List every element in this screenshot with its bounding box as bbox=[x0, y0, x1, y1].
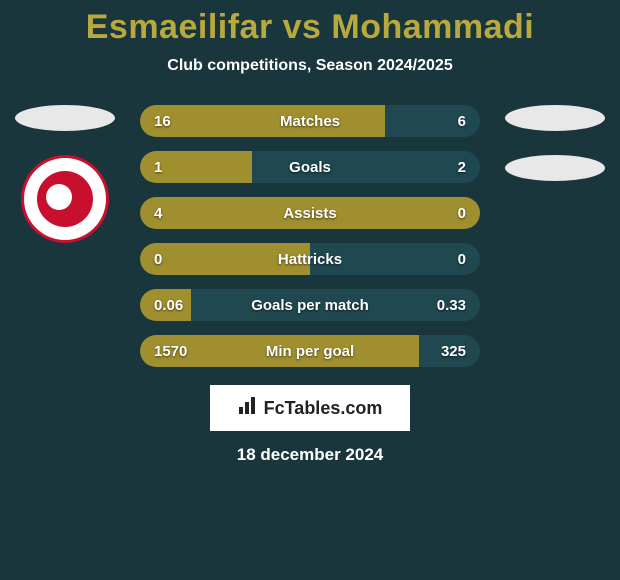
stat-bar-left bbox=[140, 243, 310, 275]
stat-bar-left bbox=[140, 197, 480, 229]
comparison-content: 166Matches12Goals40Assists00Hattricks0.0… bbox=[0, 105, 620, 367]
stat-bars: 166Matches12Goals40Assists00Hattricks0.0… bbox=[140, 105, 480, 367]
stat-bar-left bbox=[140, 105, 385, 137]
stat-value-left: 0 bbox=[154, 243, 162, 275]
right-player-badges bbox=[500, 105, 610, 205]
stat-bar-right bbox=[310, 243, 480, 275]
stat-value-right: 325 bbox=[441, 335, 466, 367]
stat-value-right: 0.33 bbox=[437, 289, 466, 321]
comparison-subtitle: Club competitions, Season 2024/2025 bbox=[0, 57, 620, 75]
stat-value-left: 0.06 bbox=[154, 289, 183, 321]
stat-value-right: 6 bbox=[458, 105, 466, 137]
stat-value-left: 4 bbox=[154, 197, 162, 229]
player-ellipse-icon bbox=[505, 155, 605, 181]
stat-value-left: 1570 bbox=[154, 335, 187, 367]
stat-bar-right bbox=[252, 151, 480, 183]
comparison-date: 18 december 2024 bbox=[0, 445, 620, 465]
stat-row: 1570325Min per goal bbox=[140, 335, 480, 367]
watermark: FcTables.com bbox=[210, 385, 410, 431]
stat-row: 40Assists bbox=[140, 197, 480, 229]
stat-row: 12Goals bbox=[140, 151, 480, 183]
player-ellipse-icon bbox=[505, 105, 605, 131]
player-ellipse-icon bbox=[15, 105, 115, 131]
comparison-title: Esmaeilifar vs Mohammadi bbox=[0, 0, 620, 47]
stat-row: 0.060.33Goals per match bbox=[140, 289, 480, 321]
stat-row: 00Hattricks bbox=[140, 243, 480, 275]
stat-value-right: 0 bbox=[458, 197, 466, 229]
stat-value-right: 0 bbox=[458, 243, 466, 275]
stat-value-left: 1 bbox=[154, 151, 162, 183]
stat-value-left: 16 bbox=[154, 105, 171, 137]
left-player-badges bbox=[10, 105, 120, 243]
watermark-icon bbox=[238, 397, 260, 420]
club-logo-icon bbox=[21, 155, 109, 243]
stat-row: 166Matches bbox=[140, 105, 480, 137]
stat-value-right: 2 bbox=[458, 151, 466, 183]
watermark-text: FcTables.com bbox=[264, 398, 383, 419]
